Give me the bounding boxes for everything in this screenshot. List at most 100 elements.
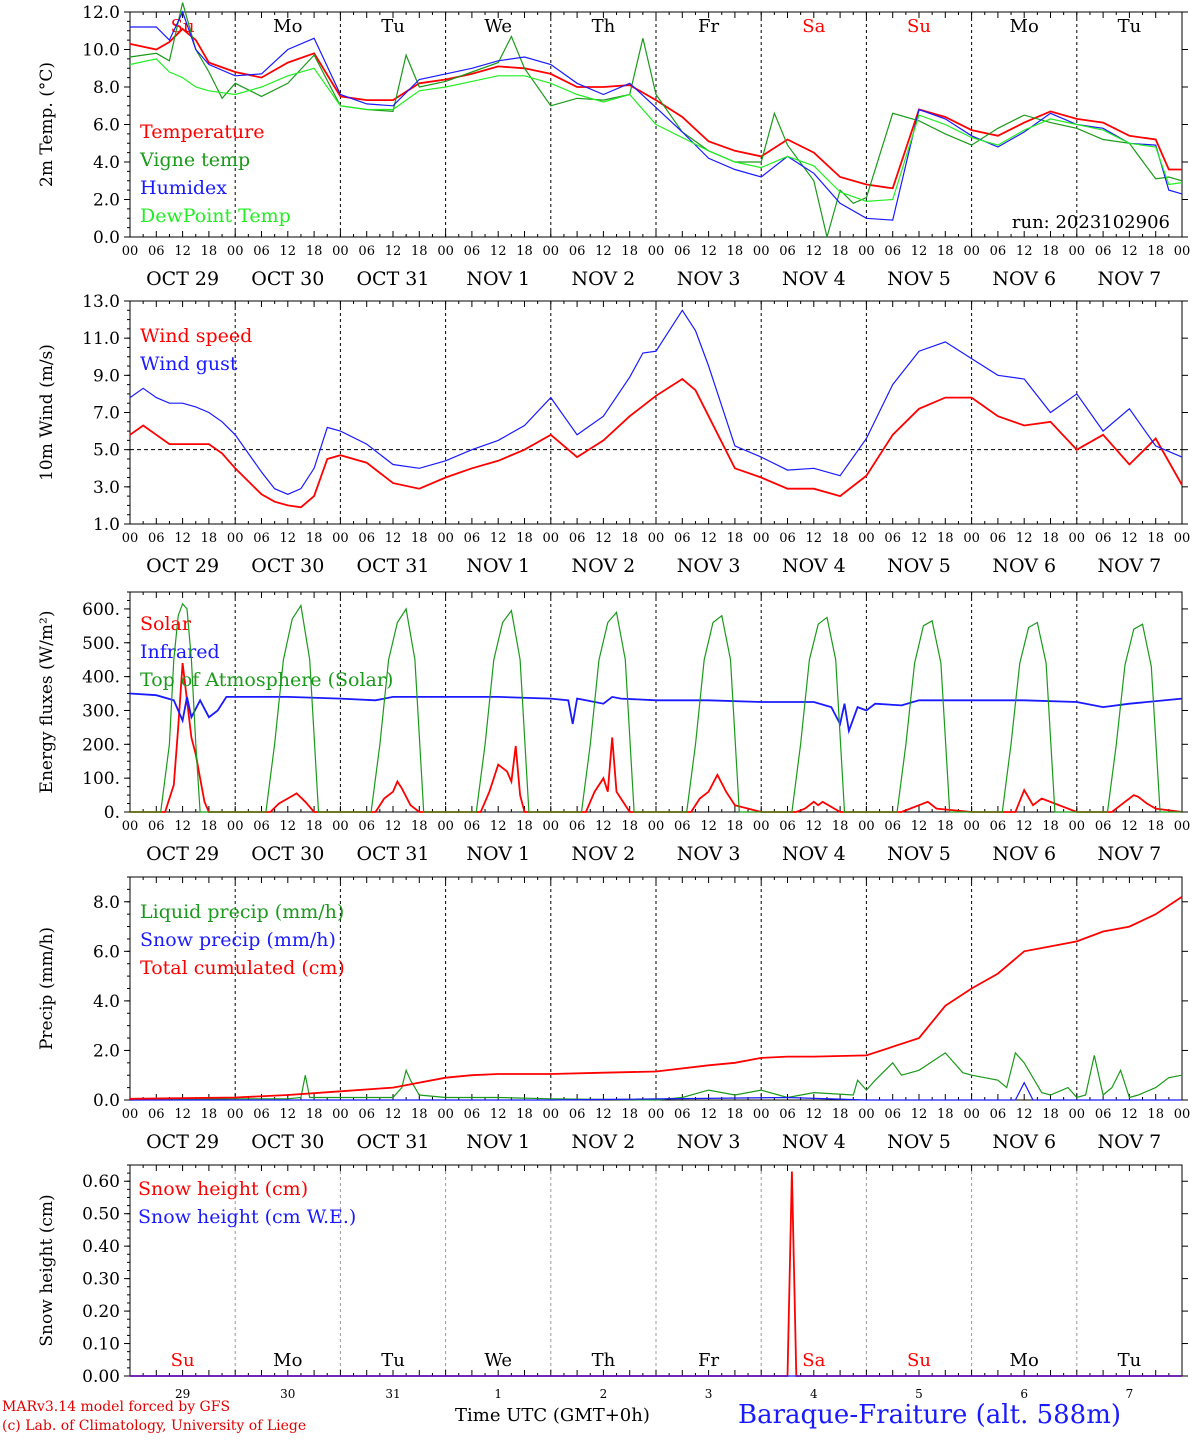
hour-tick-label: 18	[1147, 819, 1164, 834]
y-tick-label: 0.40	[82, 1237, 120, 1257]
series-line-dewpoint-temp	[129, 58, 1183, 203]
hour-tick-label: 12	[280, 244, 297, 259]
hour-tick-label: 18	[727, 531, 744, 546]
series-line-liquid-precip-mm-h	[129, 1051, 1183, 1101]
hour-tick-label: 06	[674, 819, 691, 834]
day-label: OCT 30	[251, 268, 324, 290]
hour-tick-label: 18	[727, 1107, 744, 1122]
weekday-label: Th	[592, 1350, 616, 1371]
hour-tick-label: 00	[858, 531, 875, 546]
y-tick-label: 13.0	[82, 292, 120, 312]
hour-tick-label: 00	[227, 531, 244, 546]
hour-tick-label: 00	[437, 244, 454, 259]
hour-tick-label: 00	[963, 244, 980, 259]
hour-tick-label: 00	[332, 244, 349, 259]
y-tick-label: 7.0	[93, 404, 120, 424]
day-number-label: 4	[810, 1387, 818, 1400]
series-line-total-cumulated-cm	[129, 896, 1183, 1100]
day-label: OCT 29	[146, 555, 219, 577]
series-line-vigne-temp	[129, 2, 1183, 238]
hour-tick-label: 12	[385, 244, 402, 259]
hour-tick-label: 18	[621, 1107, 638, 1122]
hour-tick-label: 18	[306, 531, 323, 546]
y-tick-label: 100.	[82, 769, 120, 789]
weekday-label: Th	[592, 16, 616, 37]
hour-tick-label: 12	[806, 819, 823, 834]
hour-tick-label: 06	[148, 244, 165, 259]
hour-tick-label: 06	[779, 819, 796, 834]
day-label: NOV 7	[1098, 1131, 1162, 1153]
hour-tick-label: 00	[648, 1107, 665, 1122]
hour-tick-label: 00	[753, 819, 770, 834]
hour-tick-label: 18	[621, 819, 638, 834]
meteogram-chart: 0.02.04.06.08.010.012.02m Temp. (°C)00 06…	[37, 2, 1191, 1400]
hour-tick-label: 00	[227, 1107, 244, 1122]
hour-tick-label: 06	[464, 244, 481, 259]
y-tick-label: 0.	[104, 803, 120, 823]
day-number-label: 5	[915, 1387, 923, 1400]
day-number-label: 1	[494, 1387, 502, 1400]
day-label: OCT 31	[356, 555, 429, 577]
y-tick-label: 12.0	[82, 3, 120, 23]
hour-tick-label: 00	[122, 244, 139, 259]
hour-tick-label: 12	[1121, 244, 1138, 259]
hour-tick-label: 06	[569, 244, 586, 259]
hour-tick-label: 12	[806, 531, 823, 546]
weekday-label: Tu	[381, 1350, 405, 1371]
y-tick-label: 500.	[82, 634, 120, 654]
day-label: NOV 5	[887, 1131, 951, 1153]
hour-tick-label: 18	[1147, 531, 1164, 546]
hour-tick-label: 06	[253, 531, 270, 546]
day-label: NOV 5	[887, 843, 951, 865]
hour-tick-label: 00	[543, 1107, 560, 1122]
day-label: NOV 6	[992, 555, 1056, 577]
hour-tick-label: 18	[411, 531, 428, 546]
hour-tick-label: 18	[621, 531, 638, 546]
credit-line-1: MARv3.14 model forced by GFS	[2, 1399, 231, 1415]
hour-tick-label: 00	[227, 819, 244, 834]
hour-tick-label: 06	[990, 531, 1007, 546]
hour-tick-label: 06	[990, 819, 1007, 834]
day-number-label: 29	[175, 1387, 190, 1400]
hour-tick-label: 12	[595, 819, 612, 834]
hour-tick-label: 00	[1174, 1107, 1191, 1122]
credit-line-2: (c) Lab. of Climatology, University of L…	[2, 1418, 307, 1434]
y-tick-label: 0.50	[82, 1205, 120, 1225]
day-label: NOV 2	[572, 1131, 636, 1153]
legend-entry: Total cumulated (cm)	[140, 957, 345, 979]
hour-tick-label: 18	[201, 1107, 218, 1122]
hour-tick-label: 18	[201, 819, 218, 834]
day-label: NOV 1	[466, 555, 530, 577]
hour-tick-label: 18	[727, 244, 744, 259]
weekday-label: Fr	[698, 16, 719, 37]
hour-tick-label: 00	[1174, 244, 1191, 259]
weekday-label: Tu	[381, 16, 405, 37]
hour-tick-label: 06	[884, 244, 901, 259]
y-tick-label: 0.30	[82, 1270, 120, 1290]
hour-tick-label: 12	[700, 244, 717, 259]
hour-tick-label: 00	[648, 244, 665, 259]
hour-tick-label: 12	[1121, 1107, 1138, 1122]
hour-tick-label: 18	[1147, 1107, 1164, 1122]
day-number-label: 2	[600, 1387, 608, 1400]
hour-tick-label: 12	[911, 819, 928, 834]
hour-tick-label: 12	[280, 819, 297, 834]
hour-tick-label: 00	[332, 1107, 349, 1122]
hour-tick-label: 00	[543, 244, 560, 259]
y-tick-label: 0.00	[82, 1367, 120, 1387]
hour-tick-label: 12	[490, 1107, 507, 1122]
hour-tick-label: 06	[569, 819, 586, 834]
y-tick-label: 1.0	[93, 515, 120, 535]
hour-tick-label: 18	[832, 1107, 849, 1122]
hour-tick-label: 06	[1095, 531, 1112, 546]
legend-entry: Solar	[140, 613, 192, 635]
weekday-label: Fr	[698, 1350, 719, 1371]
day-label: OCT 30	[251, 1131, 324, 1153]
y-axis-title: 10m Wind (m/s)	[37, 344, 57, 481]
series-line-solar	[130, 662, 1183, 813]
y-tick-label: 8.0	[93, 78, 120, 98]
day-label: NOV 3	[677, 555, 741, 577]
hour-tick-label: 18	[832, 819, 849, 834]
weekday-label: Su	[907, 16, 931, 37]
day-label: NOV 4	[782, 1131, 846, 1153]
